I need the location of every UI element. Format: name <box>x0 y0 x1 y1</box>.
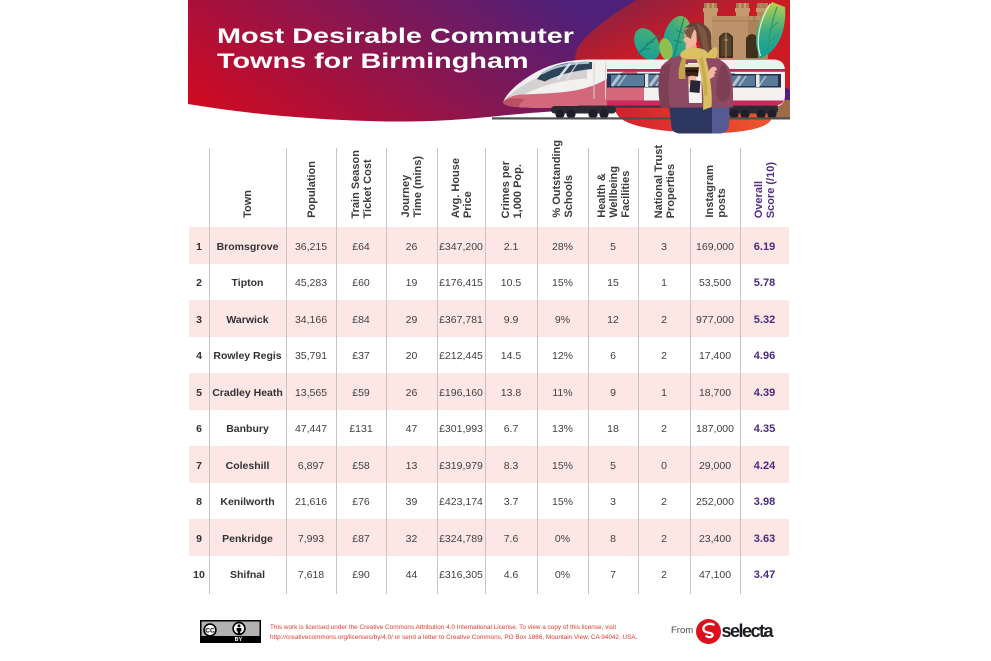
svg-text:CC: CC <box>205 627 215 634</box>
svg-text:BY: BY <box>235 637 243 643</box>
